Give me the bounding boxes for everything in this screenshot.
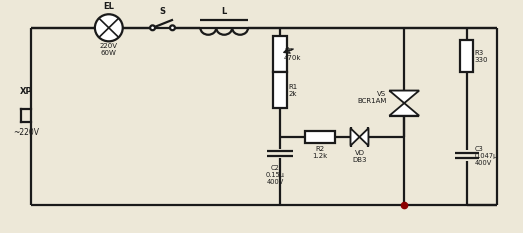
- Bar: [305, 131, 335, 143]
- Circle shape: [150, 25, 155, 30]
- Text: EL: EL: [104, 2, 114, 11]
- Text: RP
470k: RP 470k: [284, 48, 301, 61]
- Text: L: L: [222, 7, 227, 16]
- Polygon shape: [389, 91, 419, 103]
- Polygon shape: [359, 128, 368, 146]
- Text: VD
DB3: VD DB3: [352, 150, 367, 162]
- Text: VS
BCR1AM: VS BCR1AM: [357, 91, 386, 104]
- Text: R3
330: R3 330: [475, 50, 488, 63]
- Text: XP: XP: [20, 87, 32, 96]
- Text: C2
0.15μ
400V: C2 0.15μ 400V: [266, 165, 285, 185]
- Text: R1
2k: R1 2k: [289, 84, 298, 97]
- Polygon shape: [389, 103, 419, 116]
- Text: S: S: [160, 7, 165, 16]
- Circle shape: [170, 25, 175, 30]
- Text: R2
1.2k: R2 1.2k: [312, 146, 327, 159]
- Polygon shape: [350, 128, 359, 146]
- Bar: [460, 40, 473, 72]
- Text: ~220V: ~220V: [13, 128, 39, 137]
- Text: C3
0.047μ
400V: C3 0.047μ 400V: [475, 146, 498, 166]
- Circle shape: [95, 14, 123, 41]
- Text: 220V
60W: 220V 60W: [100, 43, 118, 56]
- Bar: [273, 72, 287, 108]
- Bar: [273, 35, 287, 72]
